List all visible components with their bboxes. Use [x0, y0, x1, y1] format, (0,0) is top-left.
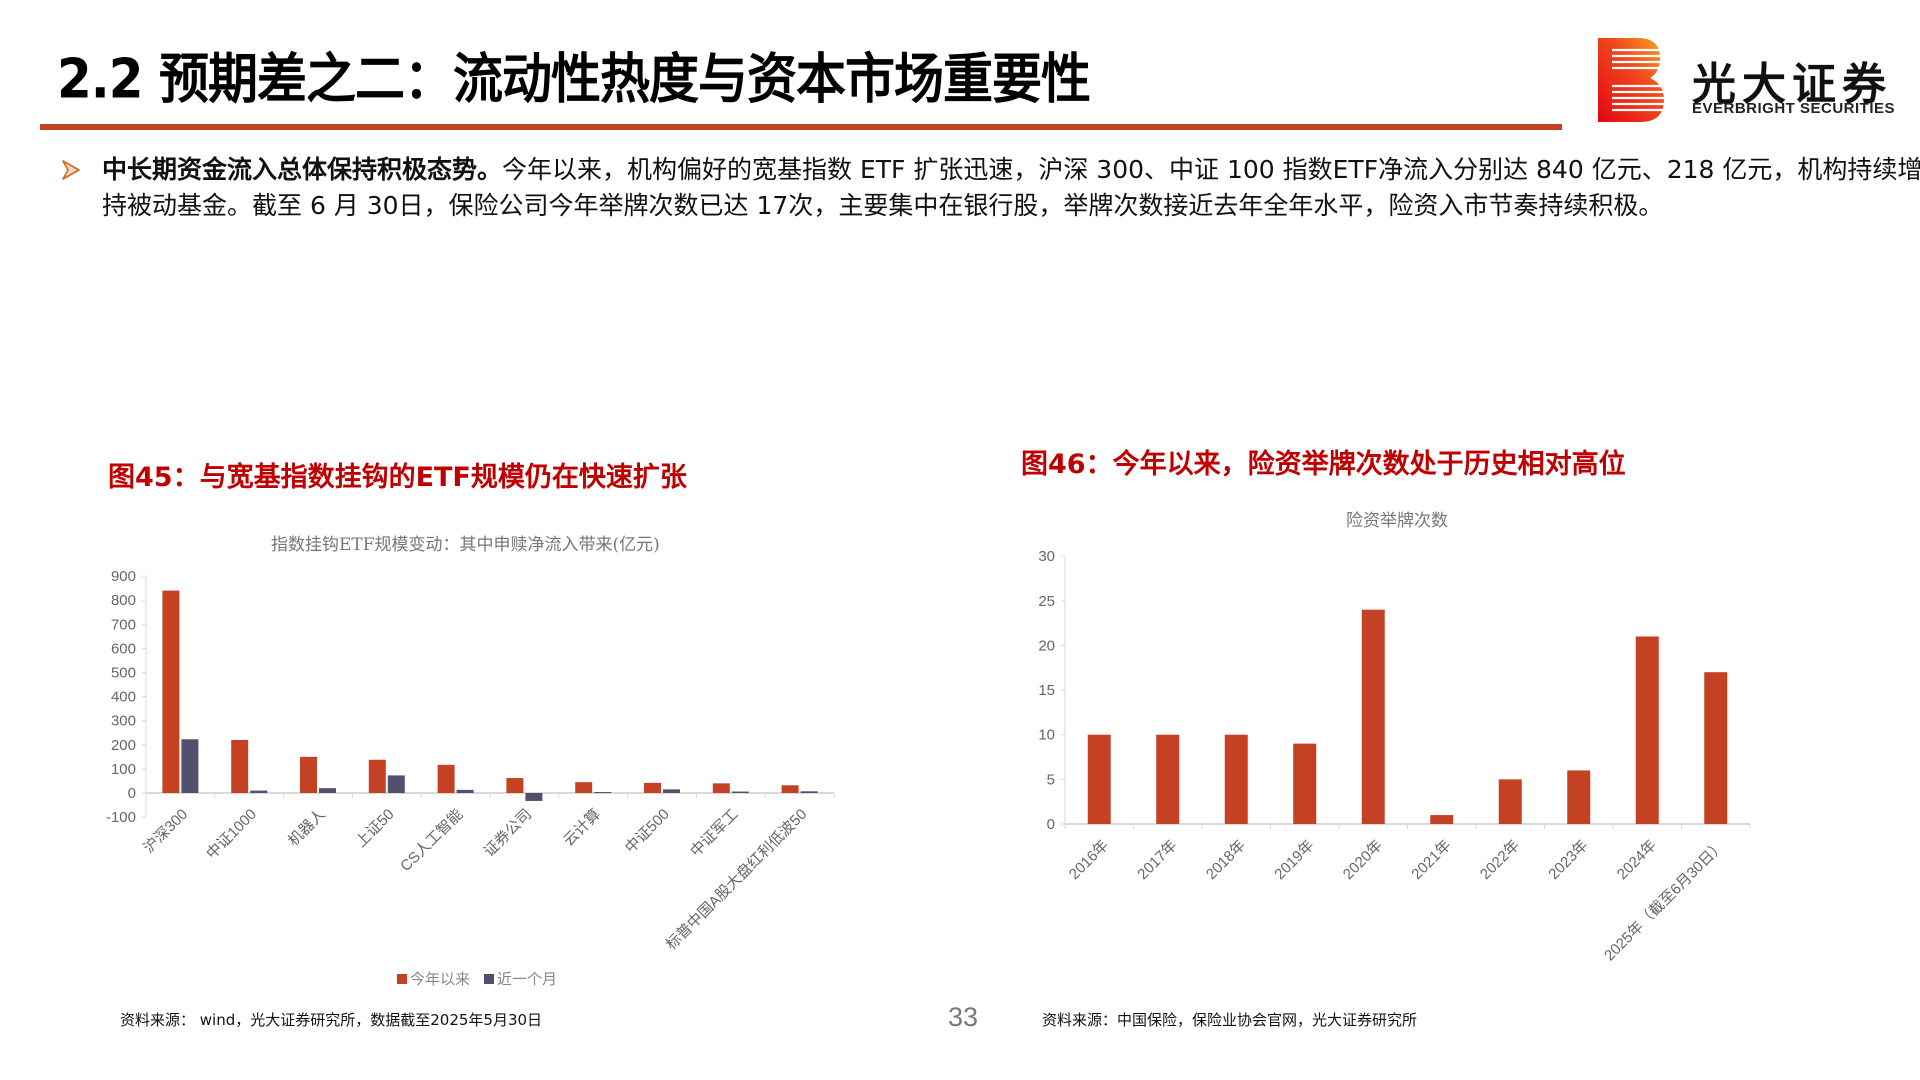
legend-label-ytd: 今年以来 [410, 970, 471, 988]
bar [800, 791, 818, 793]
x-category-label: 2025年（截至6月30日） [1601, 837, 1729, 965]
chart-1-title: 指数挂钩ETF规模变动：其中申赎净流入带来(亿元) [271, 535, 660, 555]
bar [387, 775, 405, 793]
bar [250, 790, 268, 793]
bar [712, 783, 730, 793]
chart-1-legend: 今年以来 近一个月 [397, 968, 557, 989]
bar [162, 590, 180, 793]
bar [1156, 734, 1180, 824]
legend-label-1m: 近一个月 [497, 970, 558, 988]
y-tick-label: 0 [128, 785, 136, 802]
bar [456, 789, 474, 793]
bar [1430, 815, 1454, 824]
page-number: 33 [948, 1002, 979, 1032]
bar [1704, 672, 1728, 824]
y-tick-label: 600 [111, 640, 136, 657]
bar [1087, 734, 1111, 824]
y-tick-label: 100 [111, 761, 136, 778]
logo-name-cn: 光大证券 [1692, 59, 1892, 110]
bar [1361, 609, 1385, 824]
y-tick-label: 10 [1038, 727, 1055, 744]
figure-46-source: 资料来源：中国保险，保险业协会官网，光大证券研究所 [1042, 1011, 1418, 1029]
key-point-body: 今年以来，机构偏好的宽基指数 ETF 扩张迅速，沪深 300、中证 100 指数… [102, 155, 1920, 220]
y-tick-label: -100 [106, 809, 136, 826]
figure-45-title: 图45：与宽基指数挂钩的ETF规模仍在快速扩张 [108, 462, 687, 493]
y-tick-label: 200 [111, 737, 136, 754]
y-tick-label: 500 [111, 665, 136, 682]
legend-item-1m: 近一个月 [484, 968, 557, 989]
x-category-label: 2021年 [1408, 837, 1454, 883]
everbright-b-logo-icon [1598, 38, 1664, 122]
bar [368, 759, 386, 793]
y-tick-label: 30 [1038, 548, 1055, 565]
bar [1224, 734, 1248, 824]
x-category-label: 2020年 [1340, 837, 1386, 883]
x-category-label: 2018年 [1203, 837, 1249, 883]
chart-2-title: 险资举牌次数 [1346, 511, 1448, 531]
bar [1635, 636, 1659, 824]
title-divider [40, 124, 1562, 130]
bar [319, 788, 336, 793]
bar [1498, 779, 1522, 824]
figure-45-source: 资料来源： wind，光大证券研究所，数据截至2025年5月30日 [120, 1011, 543, 1029]
y-tick-label: 20 [1038, 637, 1055, 654]
bar [525, 793, 543, 801]
bar [437, 764, 455, 793]
bar [575, 782, 593, 793]
legend-swatch-ytd [397, 973, 407, 984]
y-tick-label: 0 [1047, 816, 1055, 833]
key-point-text: 中长期资金流入总体保持积极态势。今年以来，机构偏好的宽基指数 ETF 扩张迅速，… [102, 152, 1920, 224]
bar [731, 791, 749, 793]
bar [594, 792, 612, 794]
company-logo: 光大证券 EVERBRIGHT SECURITIES [1598, 38, 1898, 122]
key-point-lead: 中长期资金流入总体保持积极态势。 [102, 155, 503, 184]
x-category-label: 2024年 [1614, 837, 1660, 883]
bar [781, 785, 799, 793]
y-tick-label: 900 [111, 568, 136, 585]
bar [300, 756, 317, 793]
y-tick-label: 800 [111, 592, 136, 609]
x-category-label: 2016年 [1066, 837, 1112, 883]
y-tick-label: 25 [1038, 593, 1055, 610]
x-category-label: 2017年 [1134, 837, 1180, 883]
logo-name-en: EVERBRIGHT SECURITIES [1692, 100, 1896, 117]
y-tick-label: 300 [111, 713, 136, 730]
bar [663, 789, 680, 793]
x-category-label: 2022年 [1477, 837, 1523, 883]
bar [644, 782, 661, 793]
bar [181, 739, 199, 793]
figure-46-title: 图46：今年以来，险资举牌次数处于历史相对高位 [1021, 449, 1626, 480]
bar [1567, 770, 1591, 824]
bar [1293, 743, 1317, 824]
y-tick-label: 5 [1047, 771, 1055, 788]
page-title: 2.2 预期差之二：流动性热度与资本市场重要性 [57, 47, 1091, 111]
x-category-label: 2019年 [1271, 837, 1317, 883]
legend-swatch-1m [484, 973, 495, 984]
y-tick-label: 700 [111, 616, 136, 633]
bar [231, 739, 249, 793]
legend-item-ytd: 今年以来 [397, 968, 470, 989]
y-tick-label: 15 [1038, 682, 1055, 699]
triangle-bullet-icon [62, 160, 80, 180]
x-category-label: 2023年 [1545, 837, 1591, 883]
bar [506, 778, 524, 793]
y-tick-label: 400 [111, 689, 136, 706]
